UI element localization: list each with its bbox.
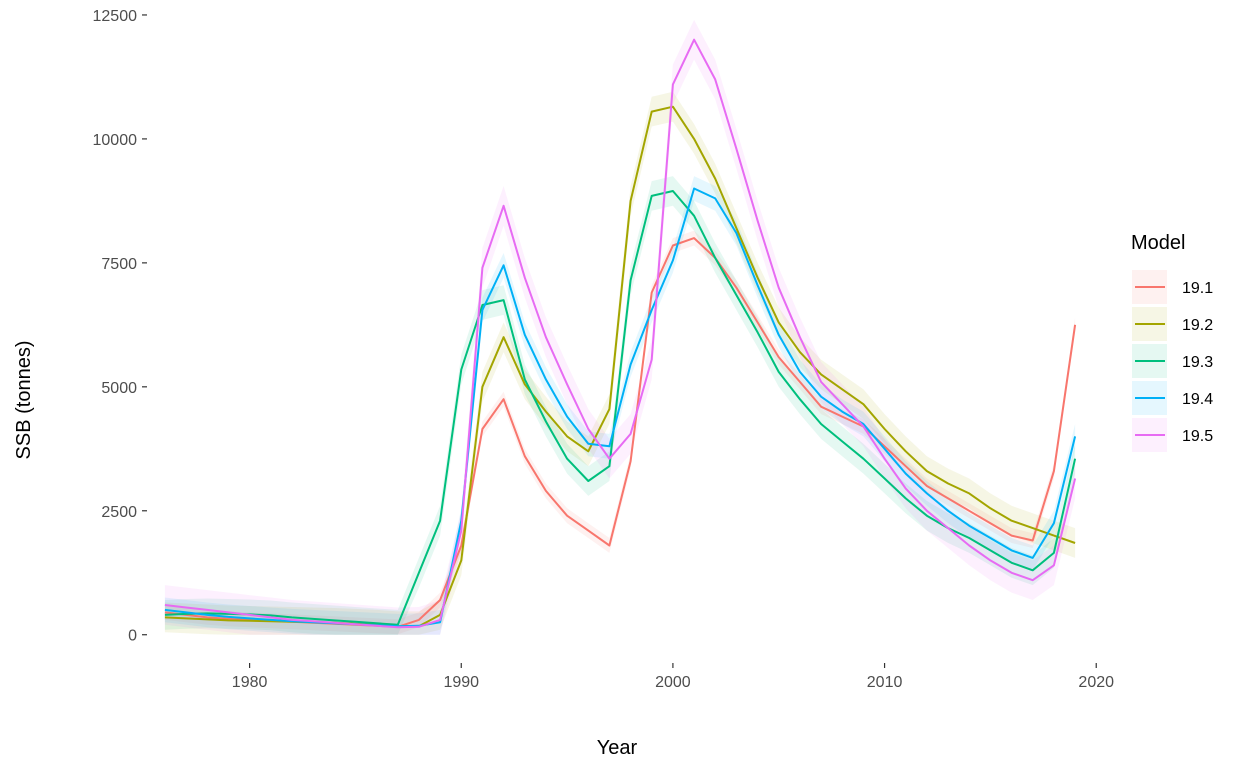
x-tick-label: 1980	[232, 674, 268, 691]
y-tick-label: 0	[128, 628, 137, 645]
legend-item-19-1: 19.1	[1132, 270, 1213, 304]
series-line-19-3	[164, 190, 1077, 626]
legend-item-19-3: 19.3	[1132, 344, 1213, 378]
y-tick-label: 7500	[101, 256, 137, 273]
x-tick-label: 1990	[443, 674, 479, 691]
series-line-19-4	[164, 187, 1077, 628]
y-tick-label: 2500	[101, 504, 137, 521]
series-lines	[164, 38, 1077, 629]
legend-item-19-5: 19.5	[1132, 418, 1213, 452]
confidence-bands	[164, 19, 1076, 635]
legend-label: 19.5	[1182, 428, 1213, 445]
legend-item-19-4: 19.4	[1132, 381, 1213, 415]
x-tick-label: 2000	[655, 674, 691, 691]
x-tick-label: 2010	[867, 674, 903, 691]
x-axis: 1980 1990 2000 2010 2020	[232, 663, 1114, 691]
legend-title: Model	[1131, 232, 1185, 254]
legend-label: 19.3	[1182, 354, 1213, 371]
y-tick-label: 12500	[93, 8, 138, 25]
y-axis: 0 2500 5000 7500 10000 12500	[93, 8, 147, 645]
legend-label: 19.4	[1182, 391, 1213, 408]
legend-label: 19.2	[1182, 317, 1213, 334]
y-tick-label: 10000	[93, 132, 138, 149]
legend-item-19-2: 19.2	[1132, 307, 1213, 341]
legend-label: 19.1	[1182, 280, 1213, 297]
x-tick-label: 2020	[1078, 674, 1114, 691]
y-tick-label: 5000	[101, 380, 137, 397]
series-band-19-5	[164, 19, 1076, 635]
legend: Model 19.1 19.2 19.3 19.4 19.5	[1131, 232, 1213, 452]
y-axis-title: SSB (tonnes)	[13, 341, 35, 460]
series-line-19-5	[164, 38, 1077, 629]
x-axis-title: Year	[597, 737, 638, 759]
legend-items: 19.1 19.2 19.3 19.4 19.5	[1132, 270, 1213, 452]
